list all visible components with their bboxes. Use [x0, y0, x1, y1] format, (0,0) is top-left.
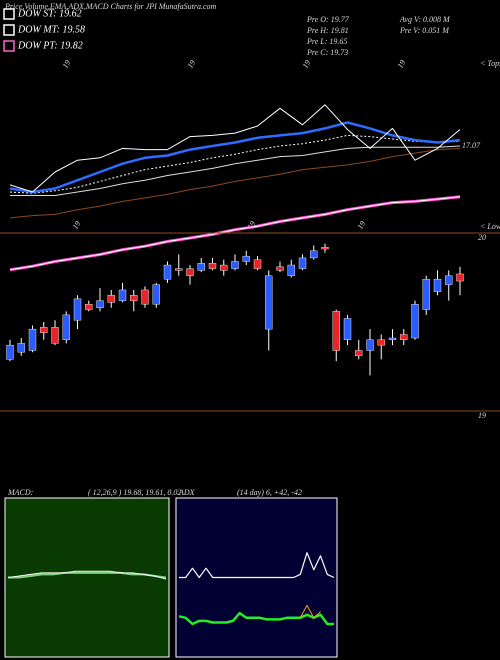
series-line: [7, 570, 167, 580]
candle-body: [220, 264, 228, 271]
candle-body: [388, 337, 397, 340]
candle-body: [208, 263, 217, 269]
candle-body: [197, 263, 205, 271]
panel-title: MACD:: [7, 488, 34, 497]
candle-body: [107, 295, 115, 303]
series-line: [9, 104, 461, 193]
panel-subtitle: ( 12,26,9 ) 19.68, 19.61, 0.02: [88, 488, 181, 497]
candle-body: [51, 327, 59, 344]
date-label: 19: [71, 219, 83, 230]
chart-title: Price,Volume,EMA,ADX,MACD Charts for JPI…: [4, 2, 217, 11]
series-line: [9, 147, 461, 219]
panel-subtitle: (14 day) 6, +42, -42: [237, 488, 302, 497]
stat: Pre L: 19.65: [306, 37, 347, 46]
candle-body: [28, 328, 37, 351]
candle-body: [231, 261, 239, 269]
series-line: [9, 121, 461, 194]
candle-body: [73, 298, 82, 321]
candle-body: [62, 314, 70, 341]
candle-body: [321, 247, 329, 250]
series-line: [299, 604, 321, 619]
candle-body: [343, 318, 352, 341]
candle-body: [445, 275, 453, 285]
candle-body: [253, 259, 262, 269]
legend-label: DOW MT: 19.58: [17, 24, 85, 35]
candle-body: [287, 264, 295, 276]
stat: Avg V: 0.008 M: [399, 15, 451, 24]
legend-swatch: [3, 8, 15, 20]
candle-body: [310, 250, 318, 259]
candle-body: [175, 268, 183, 271]
stat: Pre O: 19.77: [306, 15, 350, 24]
candle-body: [422, 279, 430, 310]
candle-body: [6, 344, 14, 360]
stat: Pre V: 0.051 M: [399, 26, 450, 35]
date-label: 19: [356, 219, 368, 230]
candle-body: [40, 327, 48, 333]
candle-body: [377, 339, 385, 346]
candle-body: [433, 279, 442, 292]
series-line: [9, 134, 461, 194]
stat: Pre C: 19.73: [306, 48, 348, 57]
series-line-core: [9, 196, 461, 271]
panel-title: ADX: [178, 488, 196, 497]
y-tick-label: 20: [478, 233, 486, 242]
date-label: 19: [396, 58, 408, 69]
series-line: [179, 552, 335, 579]
date-label: 19: [301, 58, 313, 69]
candle-body: [130, 295, 138, 301]
candle-body: [456, 273, 464, 282]
annotation: < Tops: [480, 59, 500, 68]
candle-body: [298, 257, 307, 269]
series-line: [178, 611, 334, 626]
legend-swatch: [3, 40, 15, 52]
candle-body: [96, 300, 104, 308]
candle-body: [186, 268, 194, 276]
date-label: 19: [246, 219, 258, 230]
candle-body: [17, 343, 25, 353]
date-label: 19: [186, 58, 198, 69]
annotation: < Lows: [480, 222, 500, 231]
panel-background: [4, 497, 170, 658]
legend-label: DOW ST: 19.62: [17, 8, 82, 19]
candle-body: [152, 284, 160, 305]
candle-body: [366, 339, 374, 351]
y-tick-label: 19: [478, 411, 486, 420]
candle-body: [411, 304, 419, 339]
candle-body: [355, 350, 363, 357]
candle-body: [332, 311, 340, 351]
candle-body: [265, 275, 273, 330]
candle-body: [400, 334, 408, 340]
stat: Pre H: 19.81: [306, 26, 349, 35]
candle-body: [276, 266, 284, 271]
candle-body: [242, 255, 250, 262]
candle-body: [141, 289, 149, 305]
level-label: 17.07: [462, 141, 481, 150]
legend-swatch: [3, 24, 15, 36]
candle-body: [163, 264, 172, 280]
date-label: 19: [61, 58, 73, 69]
series-line: [10, 145, 461, 196]
candle-body: [85, 304, 93, 310]
candle-body: [118, 289, 127, 301]
legend-label: DOW PT: 19.82: [17, 40, 83, 51]
